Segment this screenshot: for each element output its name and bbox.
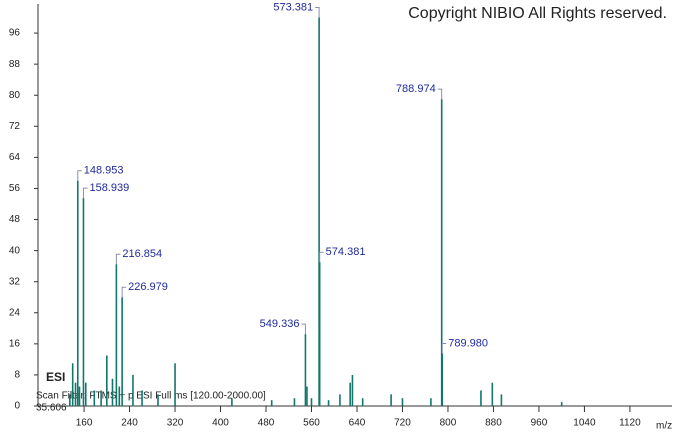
peak-label: 226.979	[128, 281, 168, 293]
y-tick-label: 88	[9, 59, 21, 70]
y-tick-label: 72	[9, 121, 21, 132]
peak-label: 158.939	[89, 182, 129, 194]
y-tick-label: 40	[9, 245, 21, 256]
peak-label: 788.974	[396, 83, 436, 95]
x-tick-label: 560	[303, 418, 320, 429]
y-tick-label: 8	[14, 370, 20, 381]
y-tick-label: 96	[9, 28, 21, 39]
label-connector	[315, 7, 320, 18]
scan-filter: Scan Filter: FTMS + p ESI Full ms [120.0…	[36, 391, 266, 402]
x-tick-label: 160	[76, 418, 93, 429]
label-connector	[319, 251, 324, 263]
label-connector	[437, 88, 443, 100]
x-tick-label: 240	[121, 418, 138, 429]
peak-label: 573.381	[273, 1, 313, 13]
y-tick-label: 80	[9, 90, 21, 101]
x-tick-label: 400	[212, 418, 229, 429]
y-tick-label: 32	[9, 276, 21, 287]
peak-label: 216.854	[122, 248, 162, 260]
ionization: ESI	[46, 370, 65, 384]
label-connector	[121, 286, 127, 298]
x-axis-label: m/z	[656, 421, 672, 432]
label-connector	[115, 253, 121, 265]
x-tick-label: 880	[485, 418, 502, 429]
y-tick-label: 0	[14, 401, 20, 412]
label-connector	[77, 170, 82, 181]
label-connector	[441, 343, 447, 354]
x-tick-label: 800	[440, 418, 457, 429]
copyright: Copyright NIBIO All Rights reserved.	[408, 5, 667, 22]
y-tick-label: 24	[9, 307, 21, 318]
x-tick-label: 1120	[619, 418, 641, 429]
y-tick-label: 56	[9, 183, 21, 194]
x-tick-label: 1040	[573, 418, 596, 429]
peak-label: 148.953	[84, 165, 124, 177]
y-tick-label: 64	[9, 152, 21, 163]
retention-time: 35.606	[36, 403, 67, 414]
y-tick-label: 16	[9, 338, 21, 349]
y-tick-label: 48	[9, 214, 21, 225]
x-tick-label: 480	[258, 418, 275, 429]
x-tick-label: 320	[167, 418, 184, 429]
peak-label: 549.336	[260, 318, 300, 330]
x-tick-label: 720	[394, 418, 411, 429]
peak-label: 574.381	[326, 246, 366, 258]
label-connector	[301, 323, 306, 335]
peak-label: 789.980	[448, 337, 488, 349]
label-connector	[82, 187, 88, 199]
x-tick-label: 960	[531, 418, 548, 429]
x-tick-label: 640	[349, 418, 366, 429]
